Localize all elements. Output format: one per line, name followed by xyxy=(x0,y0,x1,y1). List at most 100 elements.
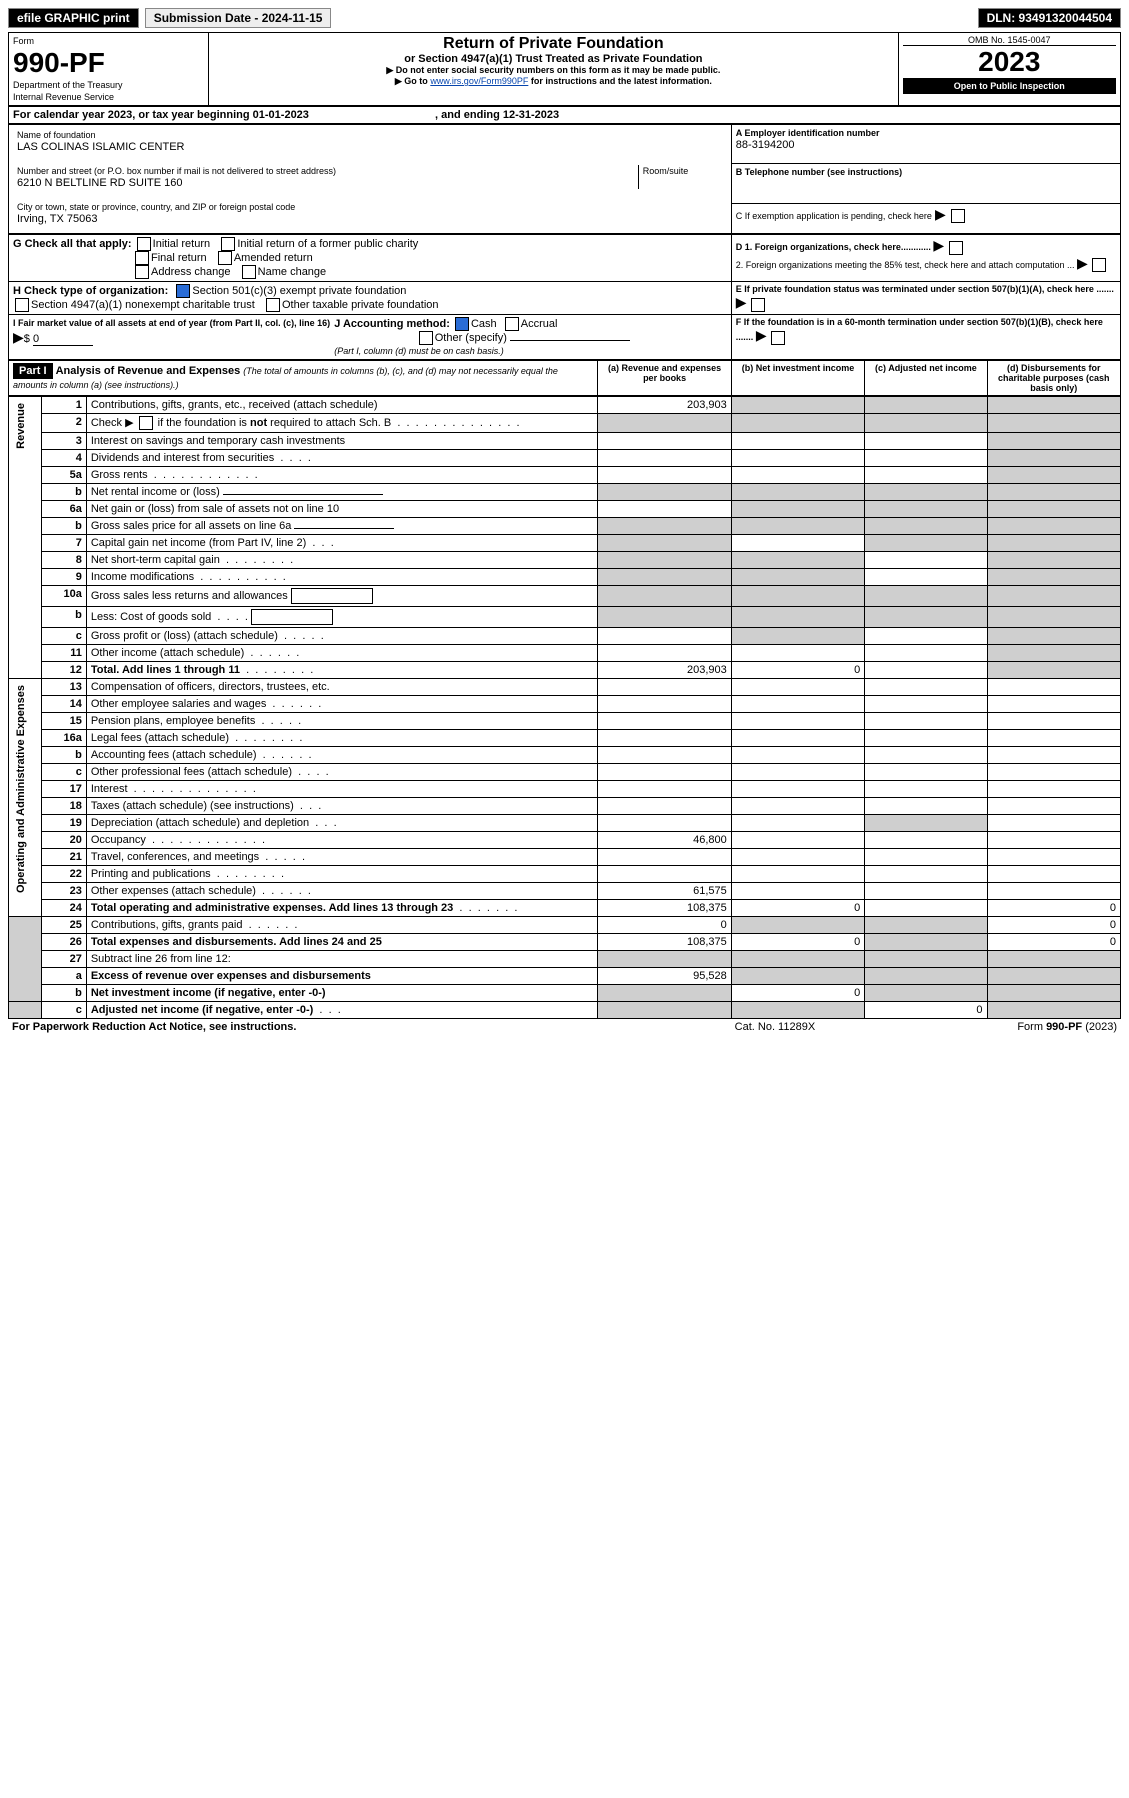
row12-a: 203,903 xyxy=(598,662,731,679)
row16b-lbl: Accounting fees (attach schedule) . . . … xyxy=(86,747,598,764)
row25-lbl: Contributions, gifts, grants paid . . . … xyxy=(86,917,598,934)
row11-lbl: Other income (attach schedule) . . . . .… xyxy=(86,645,598,662)
submission-btn[interactable]: Submission Date - 2024-11-15 xyxy=(145,8,332,28)
h-other-ck[interactable] xyxy=(266,298,280,312)
j-lbl: J Accounting method: xyxy=(334,318,450,330)
foot-c: Cat. No. 11289X xyxy=(674,1019,876,1035)
d2-lbl: 2. Foreign organizations meeting the 85%… xyxy=(736,255,1116,273)
row7-lbl: Capital gain net income (from Part IV, l… xyxy=(86,535,598,552)
e-ck[interactable] xyxy=(751,298,765,312)
dept-label: Department of the Treasury xyxy=(13,80,123,90)
part1-header: Part I Analysis of Revenue and Expenses … xyxy=(8,360,1121,396)
footer: For Paperwork Reduction Act Notice, see … xyxy=(8,1019,1121,1035)
j-cash-ck[interactable] xyxy=(455,317,469,331)
row26-d: 0 xyxy=(987,934,1120,951)
h-501c3-ck[interactable] xyxy=(176,284,190,298)
city-val: Irving, TX 75063 xyxy=(17,213,98,225)
row20-a: 46,800 xyxy=(598,832,731,849)
tel-lbl: B Telephone number (see instructions) xyxy=(736,167,902,177)
revenue-vlabel: Revenue xyxy=(13,399,29,453)
form-warn: ▶ Do not enter social security numbers o… xyxy=(213,65,893,76)
row25-d: 0 xyxy=(987,917,1120,934)
row24-a: 108,375 xyxy=(598,900,731,917)
open-label: Open to Public Inspection xyxy=(903,78,1116,94)
row22-lbl: Printing and publications . . . . . . . … xyxy=(86,866,598,883)
i-val: 0 xyxy=(33,333,93,346)
row16a-lbl: Legal fees (attach schedule) . . . . . .… xyxy=(86,730,598,747)
row10b-lbl: Less: Cost of goods sold . . . . xyxy=(86,607,598,628)
name-val: LAS COLINAS ISLAMIC CENTER xyxy=(17,141,185,153)
row12-b: 0 xyxy=(731,662,864,679)
row9-lbl: Income modifications . . . . . . . . . . xyxy=(86,569,598,586)
row10a-lbl: Gross sales less returns and allowances xyxy=(86,586,598,607)
row15-lbl: Pension plans, employee benefits . . . .… xyxy=(86,713,598,730)
row27c-lbl: Adjusted net income (if negative, enter … xyxy=(86,1002,598,1019)
foot-r: Form 990-PF (2023) xyxy=(876,1019,1121,1035)
e-lbl: E If private foundation status was termi… xyxy=(736,284,1114,294)
form-link[interactable]: www.irs.gov/Form990PF xyxy=(430,76,528,86)
calendar-row: For calendar year 2023, or tax year begi… xyxy=(8,106,1121,124)
row1-lbl: Contributions, gifts, grants, etc., rece… xyxy=(86,397,598,414)
part1-badge: Part I xyxy=(13,363,53,379)
row13-lbl: Compensation of officers, directors, tru… xyxy=(86,679,598,696)
city-lbl: City or town, state or province, country… xyxy=(17,202,295,212)
form-subtitle: or Section 4947(a)(1) Trust Treated as P… xyxy=(213,53,893,65)
row18-lbl: Taxes (attach schedule) (see instruction… xyxy=(86,798,598,815)
cal-end: , and ending 12-31-2023 xyxy=(435,109,559,121)
omb-label: OMB No. 1545-0047 xyxy=(903,35,1116,46)
row27-lbl: Subtract line 26 from line 12: xyxy=(86,951,598,968)
row24-lbl: Total operating and administrative expen… xyxy=(86,900,598,917)
addr-val: 6210 N BELTLINE RD SUITE 160 xyxy=(17,177,182,189)
row21-lbl: Travel, conferences, and meetings . . . … xyxy=(86,849,598,866)
g-address-ck[interactable] xyxy=(135,265,149,279)
i-lbl: I Fair market value of all assets at end… xyxy=(13,318,330,328)
row17-lbl: Interest . . . . . . . . . . . . . . xyxy=(86,781,598,798)
row23-lbl: Other expenses (attach schedule) . . . .… xyxy=(86,883,598,900)
g-amended-ck[interactable] xyxy=(218,251,232,265)
g-final-ck[interactable] xyxy=(135,251,149,265)
g-name-ck[interactable] xyxy=(242,265,256,279)
name-lbl: Name of foundation xyxy=(17,130,96,140)
d2-ck[interactable] xyxy=(1092,258,1106,272)
row1-a: 203,903 xyxy=(598,397,731,414)
row3-lbl: Interest on savings and temporary cash i… xyxy=(86,433,598,450)
efile-btn[interactable]: efile GRAPHIC print xyxy=(8,8,139,28)
ein-lbl: A Employer identification number xyxy=(736,128,880,138)
col-d-hdr: (d) Disbursements for charitable purpose… xyxy=(987,361,1120,396)
c-lbl: C If exemption application is pending, c… xyxy=(736,211,932,221)
row5a-lbl: Gross rents . . . . . . . . . . . . xyxy=(86,467,598,484)
row5b-lbl: Net rental income or (loss) xyxy=(86,484,598,501)
part1-title: Analysis of Revenue and Expenses xyxy=(56,365,241,377)
row6a-lbl: Net gain or (loss) from sale of assets n… xyxy=(86,501,598,518)
row2-ck[interactable] xyxy=(139,416,153,430)
h-lbl: H Check type of organization: xyxy=(13,285,168,297)
g-initial-ck[interactable] xyxy=(137,237,151,251)
row23-a: 61,575 xyxy=(598,883,731,900)
j-other-ck[interactable] xyxy=(419,331,433,345)
addr-lbl: Number and street (or P.O. box number if… xyxy=(17,166,336,176)
j-note: (Part I, column (d) must be on cash basi… xyxy=(334,346,504,356)
expenses-vlabel: Operating and Administrative Expenses xyxy=(13,681,29,897)
tax-year: 2023 xyxy=(903,46,1116,78)
row27b-lbl: Net investment income (if negative, ente… xyxy=(86,985,598,1002)
row27c-c: 0 xyxy=(865,1002,987,1019)
h-4947-ck[interactable] xyxy=(15,298,29,312)
form-number: 990-PF xyxy=(13,47,105,78)
row14-lbl: Other employee salaries and wages . . . … xyxy=(86,696,598,713)
irs-label: Internal Revenue Service xyxy=(13,92,114,102)
form-header-table: Form 990-PF Department of the Treasury I… xyxy=(8,32,1121,106)
g-former-ck[interactable] xyxy=(221,237,235,251)
info-block: Name of foundation LAS COLINAS ISLAMIC C… xyxy=(8,124,1121,234)
row26-b: 0 xyxy=(731,934,864,951)
row26-lbl: Total expenses and disbursements. Add li… xyxy=(86,934,598,951)
row27b-b: 0 xyxy=(731,985,864,1002)
d1-ck[interactable] xyxy=(949,241,963,255)
row12-lbl: Total. Add lines 1 through 11 . . . . . … xyxy=(86,662,598,679)
form-title: Return of Private Foundation xyxy=(213,35,893,53)
c-checkbox[interactable] xyxy=(951,209,965,223)
f-ck[interactable] xyxy=(771,331,785,345)
row10c-lbl: Gross profit or (loss) (attach schedule)… xyxy=(86,628,598,645)
part1-body: Revenue 1Contributions, gifts, grants, e… xyxy=(8,396,1121,1019)
j-accrual-ck[interactable] xyxy=(505,317,519,331)
row8-lbl: Net short-term capital gain . . . . . . … xyxy=(86,552,598,569)
